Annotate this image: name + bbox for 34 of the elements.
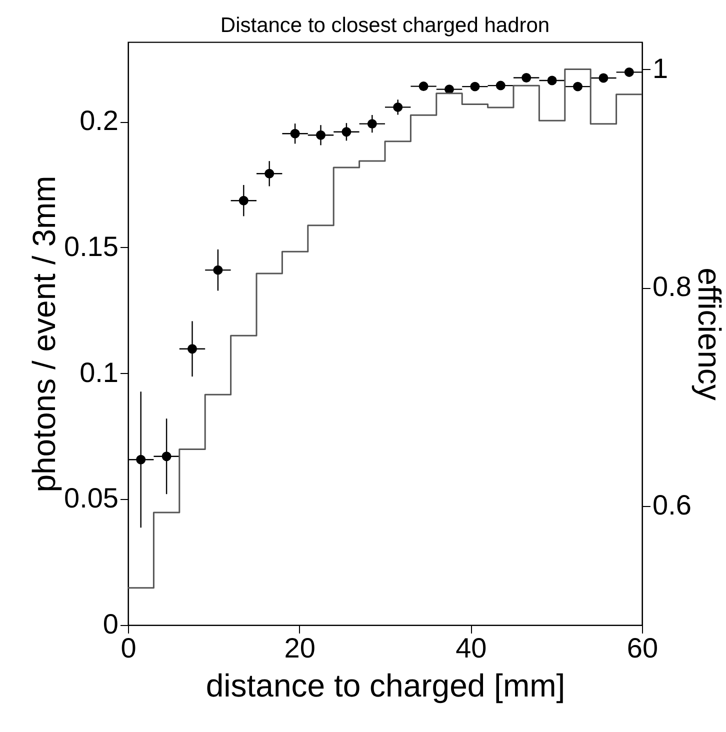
- y-tick-label: 0: [102, 608, 118, 640]
- y-tick-label: 0.1: [80, 356, 118, 388]
- point: [367, 119, 377, 129]
- y-tick-label: 0.05: [64, 482, 118, 514]
- point: [136, 454, 146, 464]
- y2-axis-title: efficiency: [691, 268, 726, 400]
- point: [188, 344, 197, 354]
- y-axis-title: photons / event / 3mm: [26, 176, 62, 492]
- x-tick-label: 40: [456, 632, 487, 664]
- point: [496, 80, 506, 90]
- point: [342, 127, 352, 137]
- point: [393, 102, 403, 112]
- point: [162, 452, 172, 462]
- point: [573, 82, 582, 92]
- x-tick-label: 60: [626, 632, 658, 664]
- y-tick-label: 0.2: [80, 105, 118, 136]
- point: [316, 130, 326, 140]
- point: [547, 76, 557, 86]
- point: [624, 67, 634, 77]
- point: [470, 82, 480, 92]
- point: [213, 265, 223, 275]
- y-tick-label: 0.15: [64, 230, 118, 262]
- x-axis-title: distance to charged [mm]: [206, 668, 566, 704]
- y2-tick-label: 0.8: [652, 271, 692, 302]
- y2-tick-label: 1: [652, 52, 668, 84]
- point: [290, 128, 300, 138]
- point: [238, 196, 248, 206]
- point: [522, 73, 532, 82]
- point: [598, 73, 608, 83]
- point: [264, 168, 274, 178]
- y2-tick-label: 0.6: [652, 490, 692, 520]
- chart-title: Distance to closest charged hadron: [220, 14, 550, 37]
- point: [418, 82, 428, 92]
- x-tick-label: 20: [284, 632, 316, 664]
